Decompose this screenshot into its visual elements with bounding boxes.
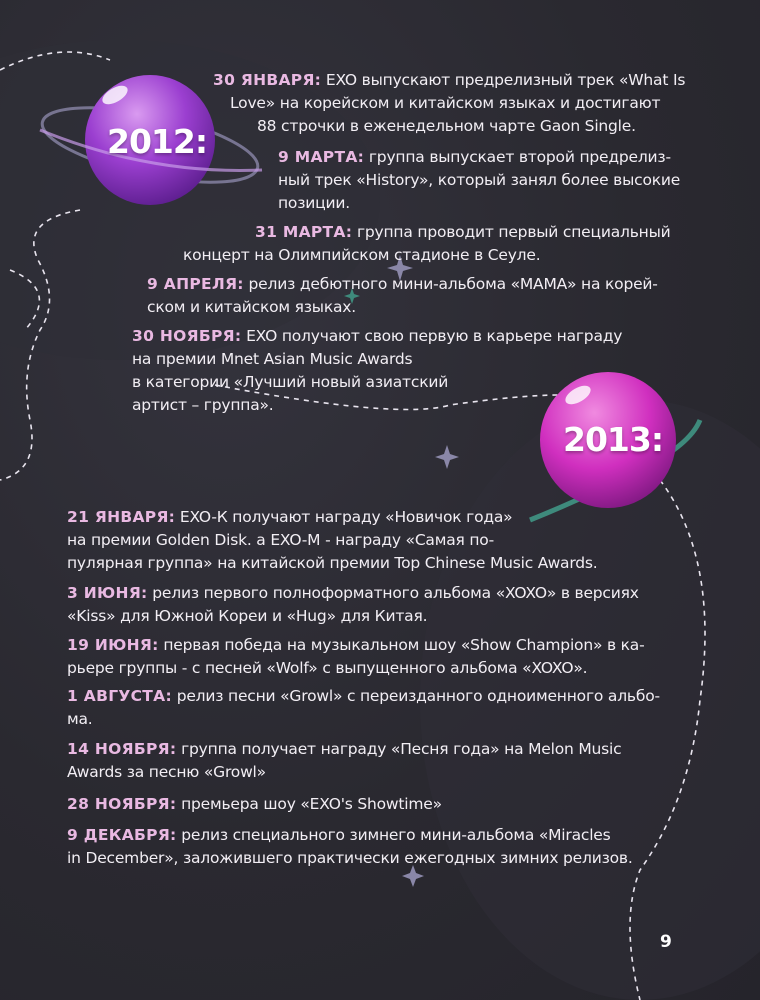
entry-text: EXO-К получают награду «Новичок года»	[175, 508, 513, 526]
timeline-entry-line: 9 МАРТА: группа выпускает второй предрел…	[278, 147, 671, 167]
entry-date: 21 ЯНВАРЯ:	[67, 508, 176, 526]
timeline-entry-line: 9 ДЕКАБРЯ: релиз специального зимнего ми…	[67, 825, 611, 845]
timeline-entry-line: 30 ЯНВАРЯ: EXO выпускают предрелизный тр…	[213, 70, 685, 90]
timeline-entry-line: 9 АПРЕЛЯ: релиз дебютного мини-альбома «…	[147, 274, 658, 294]
timeline-entry-line: Awards за песню «Growl»	[67, 762, 266, 782]
entry-text: артист – группа».	[132, 396, 274, 414]
timeline-entry-line: пулярная группа» на китайской премии Top…	[67, 553, 598, 573]
timeline-entry-line: 21 ЯНВАРЯ: EXO-К получают награду «Нович…	[67, 507, 513, 527]
entry-text: EXO выпускают предрелизный трек «What Is	[321, 71, 686, 89]
entry-text: «Kiss» для Южной Кореи и «Hug» для Китая…	[67, 607, 428, 625]
entry-date: 3 ИЮНЯ:	[67, 584, 148, 602]
entry-date: 30 НОЯБРЯ:	[132, 327, 242, 345]
timeline-entry-line: in December», заложившего практически еж…	[67, 848, 633, 868]
timeline-entry-line: 30 НОЯБРЯ: EXO получают свою первую в ка…	[132, 326, 622, 346]
timeline-entry-line: ный трек «History», который занял более …	[278, 170, 680, 190]
entry-text: группа получает награду «Песня года» на …	[176, 740, 622, 758]
timeline-entry-line: в категории «Лучший новый азиатский	[132, 372, 448, 392]
year-heading-2013: 2013:	[563, 420, 664, 459]
entry-date: 30 ЯНВАРЯ:	[213, 71, 322, 89]
timeline-entry-line: рьере группы - с песней «Wolf» с выпущен…	[67, 658, 588, 678]
dashed-path	[0, 209, 81, 481]
sparkle-icon	[387, 255, 413, 281]
entry-date: 9 АПРЕЛЯ:	[147, 275, 244, 293]
timeline-entry-line: 14 НОЯБРЯ: группа получает награду «Песн…	[67, 739, 622, 759]
timeline-entry-line: 19 ИЮНЯ: первая победа на музыкальном шо…	[67, 635, 645, 655]
entry-date: 31 МАРТА:	[255, 223, 353, 241]
year-heading-2012: 2012:	[107, 122, 208, 161]
dashed-path	[214, 384, 561, 411]
entry-text: группа проводит первый специальный	[352, 223, 671, 241]
entry-text: рьере группы - с песней «Wolf» с выпущен…	[67, 659, 588, 677]
entry-text: на премии Golden Disk. а EXO-M - награду…	[67, 531, 494, 549]
entry-text: премьера шоу «EXO's Showtime»	[176, 795, 442, 813]
entry-text: в категории «Лучший новый азиатский	[132, 373, 449, 391]
dashed-path	[629, 479, 706, 1000]
entry-text: пулярная группа» на китайской премии Top…	[67, 554, 598, 572]
entry-text: позиции.	[278, 194, 350, 212]
entry-text: 88 строчки в еженедельном чарте Gaon Sin…	[257, 117, 636, 135]
timeline-entry-line: 3 ИЮНЯ: релиз первого полноформатного ал…	[67, 583, 639, 603]
timeline-entry-line: на премии Golden Disk. а EXO-M - награду…	[67, 530, 494, 550]
entry-text: первая победа на музыкальном шоу «Show C…	[158, 636, 645, 654]
entry-text: релиз песни «Growl» с переизданного одно…	[171, 687, 660, 705]
dashed-path	[0, 51, 111, 71]
timeline-entry-line: артист – группа».	[132, 395, 274, 415]
entry-text: ском и китайском языках.	[147, 298, 356, 316]
planet-2013	[529, 372, 703, 523]
entry-text: релиз специального зимнего мини-альбома …	[176, 826, 611, 844]
timeline-entry-line: концерт на Олимпийском стадионе в Сеуле.	[183, 245, 541, 265]
timeline-entry-line: 1 АВГУСТА: релиз песни «Growl» с переизд…	[67, 686, 660, 706]
entry-text: на премии Mnet Asian Music Awards	[132, 350, 413, 368]
entry-text: группа выпускает второй предрелиз-	[364, 148, 671, 166]
sparkle-icon	[402, 865, 424, 887]
entry-text: концерт на Олимпийском стадионе в Сеуле.	[183, 246, 541, 264]
entry-text: релиз дебютного мини-альбома «МАМА» на к…	[243, 275, 658, 293]
timeline-entry-line: 31 МАРТА: группа проводит первый специал…	[255, 222, 671, 242]
entry-date: 9 МАРТА:	[278, 148, 365, 166]
timeline-entry-line: «Kiss» для Южной Кореи и «Hug» для Китая…	[67, 606, 428, 626]
entry-text: Awards за песню «Growl»	[67, 763, 266, 781]
timeline-entry-line: позиции.	[278, 193, 350, 213]
timeline-entry-line: на премии Mnet Asian Music Awards	[132, 349, 413, 369]
entry-date: 9 ДЕКАБРЯ:	[67, 826, 177, 844]
entry-date: 14 НОЯБРЯ:	[67, 740, 177, 758]
entry-text: Love» на корейском и китайском языках и …	[230, 94, 661, 112]
entry-text: in December», заложившего практически еж…	[67, 849, 633, 867]
timeline-entry-line: ском и китайском языках.	[147, 297, 356, 317]
entry-date: 1 АВГУСТА:	[67, 687, 172, 705]
sparkle-icon	[344, 288, 360, 304]
timeline-entry-line: Love» на корейском и китайском языках и …	[230, 93, 661, 113]
timeline-entry-line: ма.	[67, 709, 93, 729]
entry-date: 28 НОЯБРЯ:	[67, 795, 177, 813]
entry-text: релиз первого полноформатного альбома «X…	[147, 584, 639, 602]
entry-text: ма.	[67, 710, 93, 728]
planet-2012	[39, 75, 263, 205]
timeline-entry-line: 88 строчки в еженедельном чарте Gaon Sin…	[257, 116, 636, 136]
entry-text: EXO получают свою первую в карьере награ…	[241, 327, 623, 345]
timeline-entry-line: 28 НОЯБРЯ: премьера шоу «EXO's Showtime»	[67, 794, 442, 814]
sparkle-icon	[435, 445, 459, 469]
entry-date: 19 ИЮНЯ:	[67, 636, 159, 654]
entry-text: ный трек «History», который занял более …	[278, 171, 681, 189]
page-number: 9	[660, 932, 672, 952]
